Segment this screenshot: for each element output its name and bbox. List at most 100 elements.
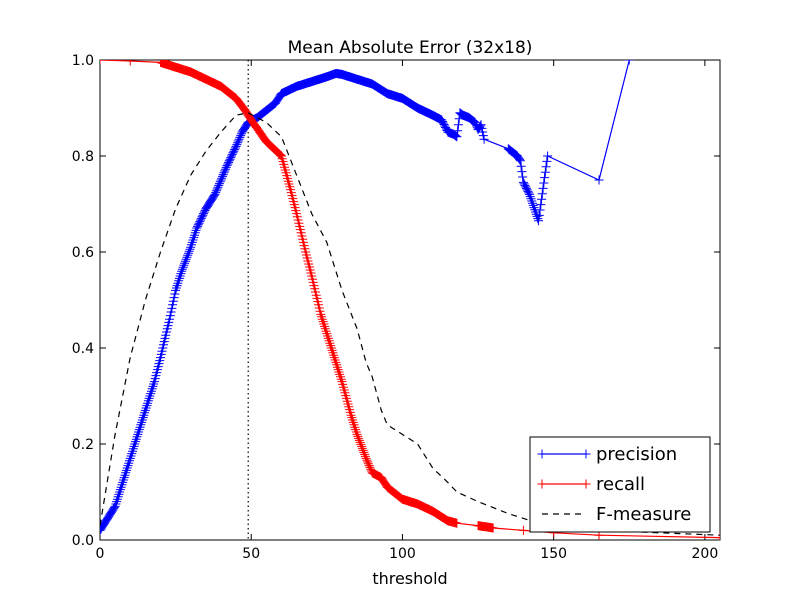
precision-point (216, 175, 226, 185)
precision-sample-mark (190, 228, 200, 238)
precision-sample-mark (178, 262, 188, 272)
precision-point (543, 151, 553, 161)
precision-sample-mark (170, 289, 180, 299)
precision-sample-mark (214, 180, 224, 190)
precision-sample-mark (121, 465, 131, 475)
recall-point (125, 60, 135, 66)
precision-sample-mark (537, 194, 547, 204)
recall-sample-mark (348, 415, 358, 425)
precision-sample-mark (140, 408, 150, 418)
precision-sample-mark (109, 503, 119, 513)
precision-sample-mark (267, 101, 277, 111)
precision-sample-mark (205, 198, 215, 208)
precision-sample-mark (206, 195, 216, 205)
recall-sample-mark (354, 433, 364, 443)
precision-sample-mark (186, 240, 196, 250)
precision-sample-mark (453, 126, 463, 136)
recall-point (352, 429, 362, 439)
precision-sample-mark (208, 193, 218, 203)
recall-sample-mark (300, 244, 310, 254)
precision-point (119, 473, 129, 483)
legend-marker-recall (581, 479, 591, 489)
precision-sample-mark (220, 166, 230, 176)
precision-sample-mark (120, 470, 130, 480)
precision-sample-mark (181, 254, 191, 264)
precision-sample-mark (164, 317, 174, 327)
recall-sample-mark (487, 523, 497, 533)
recall-sample-mark (379, 477, 389, 487)
precision-sample-mark (183, 248, 193, 258)
precision-point (101, 516, 111, 526)
recall-sample-mark (363, 459, 373, 469)
x-tick-label: 50 (242, 546, 260, 562)
precision-sample-mark (529, 203, 539, 213)
precision-sample-mark (234, 134, 244, 144)
precision-sample-mark (518, 172, 528, 182)
precision-sample-mark (513, 152, 523, 162)
precision-sample-mark (221, 164, 231, 174)
precision-sample-mark (188, 235, 198, 245)
recall-sample-mark (328, 348, 338, 358)
recall-sample-mark (276, 150, 286, 160)
recall-sample-mark (306, 268, 316, 278)
precision-sample-mark (100, 517, 110, 527)
precision-sample-mark (102, 515, 112, 525)
precision-point (515, 156, 525, 166)
precision-point (186, 242, 196, 252)
recall-sample-mark (365, 462, 375, 472)
recall-sample-mark (353, 431, 363, 441)
precision-sample-mark (112, 497, 122, 507)
recall-sample-mark (326, 343, 336, 353)
precision-sample-mark (176, 269, 186, 279)
precision-sample-mark (467, 115, 477, 125)
recall-sample-mark (360, 451, 370, 461)
precision-sample-mark (148, 381, 158, 391)
precision-sample-mark (526, 194, 536, 204)
recall-sample-mark (323, 333, 333, 343)
y-tick-label: 0.0 (72, 533, 94, 549)
chart-title: Mean Absolute Error (32x18) (288, 38, 533, 58)
precision-point (534, 216, 544, 226)
precision-point (479, 134, 489, 144)
x-tick-label: 0 (96, 546, 105, 562)
precision-sample-mark (180, 256, 190, 266)
precision-sample-mark (233, 138, 243, 148)
precision-sample-mark (232, 140, 242, 150)
precision-sample-mark (124, 456, 134, 466)
recall-sample-mark (329, 353, 339, 363)
recall-point (322, 329, 332, 339)
recall-sample-mark (336, 374, 346, 384)
recall-sample-mark (318, 317, 328, 327)
recall-sample-mark (354, 435, 364, 445)
precision-sample-mark (108, 505, 118, 515)
precision-sample-mark (215, 177, 225, 187)
recall-sample-mark (355, 437, 365, 447)
precision-sample-mark (191, 225, 201, 235)
precision-sample-mark (469, 117, 479, 127)
precision-sample-mark (517, 167, 527, 177)
precision-point (237, 127, 247, 137)
precision-sample-mark (182, 252, 192, 262)
legend-label-f-measure: F-measure (596, 504, 691, 525)
precision-sample-mark (121, 468, 131, 478)
precision-sample-mark (177, 264, 187, 274)
precision-sample-mark (205, 197, 215, 207)
recall-sample-mark (351, 425, 361, 435)
precision-sample-mark (478, 131, 488, 141)
precision-sample-mark (155, 356, 165, 366)
precision-sample-mark (187, 237, 197, 247)
plot-area: 0 50 100 150 200 0.0 0.2 0.4 0.6 0.8 1.0 (72, 53, 721, 562)
precision-sample-mark (100, 522, 107, 532)
precision-sample-mark (113, 492, 123, 502)
precision-sample-mark (207, 194, 217, 204)
precision-sample-mark (173, 278, 183, 288)
precision-sample-mark (168, 296, 178, 306)
precision-sample-mark (515, 155, 525, 165)
recall-sample-mark (335, 372, 345, 382)
recall-sample-mark (349, 420, 359, 430)
recall-point (715, 533, 720, 540)
recall-sample-mark (332, 360, 342, 370)
precision-sample-mark (114, 489, 124, 499)
precision-sample-mark (117, 480, 127, 490)
x-axis-label: threshold (372, 569, 447, 588)
